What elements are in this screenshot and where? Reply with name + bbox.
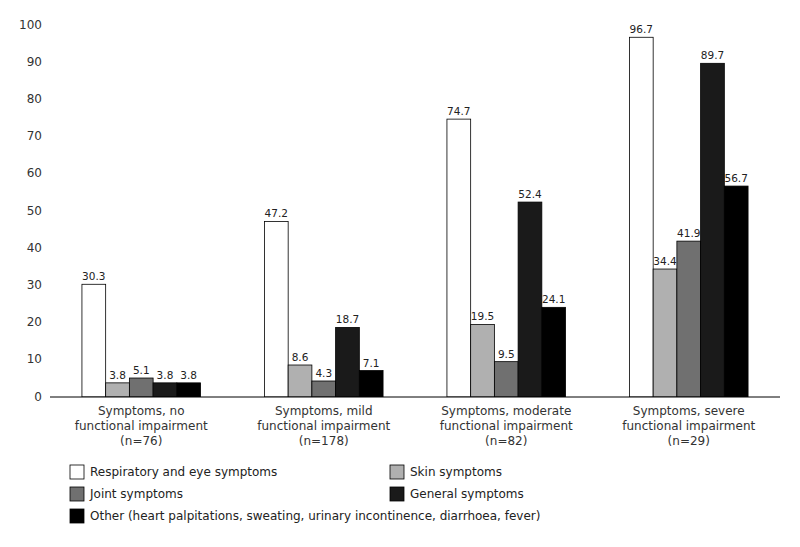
legend-item: Skin symptoms	[390, 465, 502, 480]
y-tick-label: 80	[27, 92, 42, 106]
data-label: 9.5	[498, 348, 515, 360]
data-labels: 30.3 47.2 74.7 96.7 3.8 8.6 19.5 34.4 5.1 4.3 9.5 4…	[82, 23, 748, 381]
bar	[106, 383, 130, 397]
legend-label: Respiratory and eye symptoms	[90, 465, 277, 479]
data-label: 24.1	[542, 293, 565, 305]
legend-label: General symptoms	[410, 487, 524, 501]
y-tick-label: 0	[34, 390, 42, 404]
bar	[336, 327, 360, 397]
y-tick-label: 40	[27, 241, 42, 255]
bar	[701, 63, 725, 397]
x-tick-label: Symptoms, mildfunctional impairment(n=17…	[257, 404, 390, 448]
legend: Respiratory and eye symptoms Skin symptom…	[70, 465, 540, 524]
y-tick-label: 30	[27, 278, 42, 292]
bar	[129, 378, 153, 397]
data-label: 74.7	[447, 105, 470, 117]
bar	[471, 324, 495, 397]
data-label: 34.4	[653, 255, 677, 267]
data-label: 7.1	[363, 357, 380, 369]
legend-swatch	[70, 465, 84, 479]
legend-label: Other (heart palpitations, sweating, uri…	[90, 509, 540, 523]
data-label: 19.5	[471, 310, 494, 322]
data-label: 30.3	[82, 270, 105, 282]
legend-swatch	[390, 465, 404, 479]
data-label: 5.1	[133, 364, 150, 376]
legend-item: Joint symptoms	[70, 487, 183, 502]
chart: 0 10 20 30 40 50 60 70 80 90 100 30.3 47.2 74.7 96.7 3.…	[0, 0, 800, 547]
bar	[82, 284, 106, 397]
legend-swatch	[390, 487, 404, 501]
data-label: 52.4	[518, 188, 542, 200]
bar	[629, 37, 653, 397]
legend-item: Respiratory and eye symptoms	[70, 465, 277, 480]
bar	[677, 241, 701, 397]
data-label: 18.7	[336, 313, 359, 325]
y-tick-label: 10	[27, 352, 42, 366]
legend-swatch	[70, 487, 84, 501]
data-label: 3.8	[109, 369, 126, 381]
data-label: 89.7	[701, 49, 724, 61]
y-tick-label: 20	[27, 315, 42, 329]
bar	[653, 269, 677, 397]
x-tick-label: Symptoms, moderatefunctional impairment(…	[440, 404, 573, 448]
bar	[288, 365, 312, 397]
legend-item: Other (heart palpitations, sweating, uri…	[70, 509, 540, 524]
data-label: 8.6	[292, 351, 309, 363]
data-label: 41.9	[677, 227, 700, 239]
bar	[447, 119, 471, 397]
data-label: 3.8	[180, 369, 197, 381]
bar	[542, 307, 566, 397]
legend-label: Skin symptoms	[410, 465, 502, 479]
data-label: 56.7	[725, 172, 748, 184]
data-label: 4.3	[315, 367, 332, 379]
data-label: 96.7	[630, 23, 653, 35]
x-axis-line	[50, 397, 780, 398]
bar	[177, 383, 201, 397]
x-tick-label: Symptoms, severefunctional impairment(n=…	[622, 404, 755, 448]
data-label: 47.2	[265, 207, 288, 219]
bar	[724, 186, 748, 397]
bars	[82, 37, 748, 397]
y-tick-label: 60	[27, 166, 42, 180]
bar	[359, 371, 383, 397]
y-tick-label: 50	[27, 204, 42, 218]
bar	[518, 202, 542, 397]
y-tick-label: 70	[27, 129, 42, 143]
legend-swatch	[70, 509, 84, 523]
legend-label: Joint symptoms	[89, 487, 183, 501]
bar	[494, 362, 518, 397]
bar	[153, 383, 177, 397]
y-tick-label: 100	[19, 18, 42, 32]
data-label: 3.8	[157, 369, 174, 381]
bar	[264, 221, 288, 397]
x-tick-label: Symptoms, nofunctional impairment(n=76)	[75, 404, 208, 448]
y-tick-label: 90	[27, 55, 42, 69]
legend-item: General symptoms	[390, 487, 524, 502]
bar	[312, 381, 336, 397]
